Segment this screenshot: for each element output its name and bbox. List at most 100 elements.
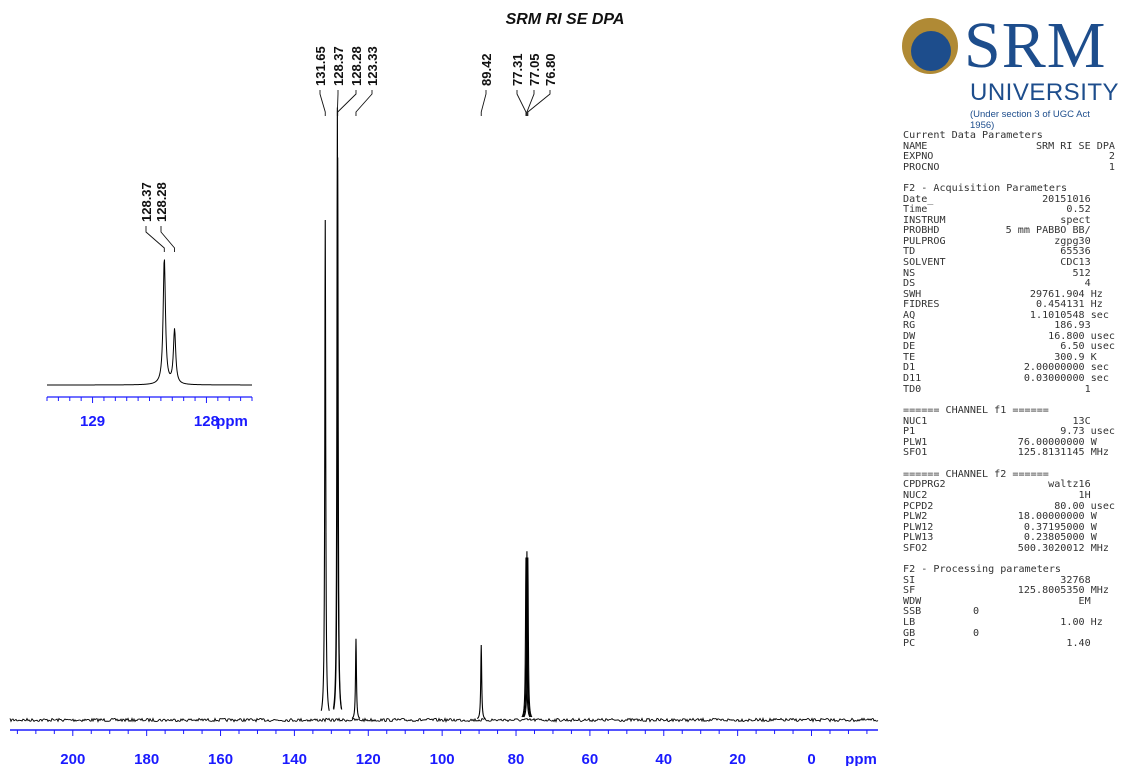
parameter-heading: ====== CHANNEL f2 ======	[903, 469, 1115, 481]
parameter-value: 2	[1108, 151, 1115, 163]
parameter-row: PCPD2 80.00 usec	[903, 500, 1115, 513]
parameter-key: PLW1	[903, 436, 928, 448]
parameter-row: SFO1 125.8131145 MHz	[903, 448, 1115, 459]
parameter-key: TD0	[903, 383, 922, 395]
parameter-row: GB 0	[903, 627, 1115, 640]
peak-leader-line	[355, 90, 373, 116]
inset-peak-leader-line	[145, 226, 165, 252]
parameter-value: 1	[1084, 383, 1115, 395]
parameter-value: 125.8005350 MHz	[1017, 585, 1115, 597]
spectrum-peak	[476, 644, 486, 720]
spectrum-peak	[522, 551, 532, 718]
parameter-value: 0.03000000 sec	[1023, 373, 1115, 385]
parameter-value: spect	[1060, 214, 1115, 226]
parameter-key: PC	[903, 638, 916, 650]
parameter-key: GB	[903, 627, 916, 639]
peak-leader-line	[527, 90, 551, 116]
parameter-key: PCPD2	[903, 500, 934, 512]
parameter-value: 65536	[1060, 246, 1115, 258]
x-tick-label: 120	[356, 751, 381, 766]
parameter-row: INSTRUM spect	[903, 214, 1115, 227]
parameter-key: AQ	[903, 309, 916, 321]
parameter-row: Time 0.52	[903, 205, 1115, 216]
peak-label: 131.65	[313, 46, 328, 86]
parameter-value: 1	[1108, 161, 1115, 173]
parameter-value: 1.40	[1066, 638, 1115, 650]
parameter-value: waltz16	[1048, 479, 1115, 491]
parameter-value: 76.00000000 W	[1017, 436, 1115, 448]
parameter-row: PLW12 0.37195000 W	[903, 521, 1115, 534]
parameter-key: Date_	[903, 193, 934, 205]
inset-tick-label: 128	[194, 413, 219, 430]
peak-leader-line	[526, 90, 535, 116]
parameter-value: 0.454131 Hz	[1035, 299, 1115, 311]
parameter-heading: F2 - Acquisition Parameters	[903, 184, 1115, 195]
parameter-row: D1 2.00000000 sec	[903, 363, 1115, 374]
parameter-value: zgpg30	[1054, 235, 1115, 247]
x-tick-label: 80	[508, 751, 525, 766]
x-tick-label: 100	[430, 751, 455, 766]
parameter-key: SSB	[903, 606, 922, 618]
parameter-key: RG	[903, 320, 916, 332]
parameter-row: PLW2 18.00000000 W	[903, 511, 1115, 523]
parameter-key: Time	[903, 204, 928, 216]
peak-label: 76.80	[543, 53, 558, 86]
peak-label: 123.33	[365, 46, 380, 86]
parameter-value: 186.93	[1054, 320, 1115, 332]
parameter-value: 0.23805000 W	[1023, 532, 1115, 544]
parameter-row: WDW EM	[903, 595, 1115, 608]
parameter-key: PLW12	[903, 521, 934, 533]
parameter-value: 500.3020012 MHz	[1017, 542, 1115, 554]
parameter-key: DE	[903, 341, 916, 353]
parameter-value: 512	[1072, 267, 1115, 279]
spectrum-title: SRM RI SE DPA	[505, 11, 625, 28]
peak-label: 128.28	[349, 46, 364, 86]
parameter-key: PULPROG	[903, 235, 946, 247]
x-tick-label: 180	[134, 751, 159, 766]
parameter-key: D1	[903, 362, 916, 374]
parameter-key: SI	[903, 574, 916, 586]
inset-spectrum-line	[47, 259, 252, 386]
parameter-key: P1	[903, 426, 916, 438]
parameter-key: FIDRES	[903, 299, 940, 311]
parameter-heading: ====== CHANNEL f1 ======	[903, 406, 1115, 417]
parameter-row: SSB 0	[903, 607, 1115, 618]
parameter-key: SOLVENT	[903, 257, 946, 269]
inset-peak-label: 128.37	[139, 182, 154, 222]
logo-note: (Under section 3 of UGC Act 1956)	[970, 109, 1090, 131]
parameter-value: 32768	[1060, 574, 1115, 586]
spectrum-peak	[320, 219, 330, 711]
parameter-key: PROCNO	[903, 161, 940, 173]
parameter-value: 1.00 Hz	[1060, 616, 1115, 628]
parameter-value: 1H	[1078, 489, 1115, 501]
parameter-row: P1 9.73 usec	[903, 427, 1115, 438]
parameter-key: SWH	[903, 288, 922, 300]
parameter-value: 5 mm PABBO BB/	[1005, 225, 1115, 237]
parameter-row: NAME SRM RI SE DPA	[903, 141, 1115, 153]
parameter-row: SI 32768	[903, 574, 1115, 587]
parameter-row: SFO2 500.3020012 MHz	[903, 542, 1115, 555]
spectrum-peak	[333, 157, 343, 710]
parameter-heading: F2 - Processing parameters	[903, 565, 1115, 576]
inset-x-axis-label: ppm	[216, 413, 248, 430]
parameter-value: 0.52	[1066, 204, 1115, 216]
parameter-row: PROBHD 5 mm PABBO BB/	[903, 226, 1115, 237]
parameter-row: TD0 1	[903, 383, 1115, 396]
parameter-key: DW	[903, 330, 916, 342]
parameter-value: 29761.904 Hz	[1029, 288, 1115, 300]
parameter-row: D11 0.03000000 sec	[903, 373, 1115, 385]
parameter-value: EM	[1078, 595, 1115, 607]
parameter-key: INSTRUM	[903, 214, 946, 226]
parameter-row: FIDRES 0.454131 Hz	[903, 300, 1115, 311]
x-tick-label: 160	[208, 751, 233, 766]
x-tick-label: 20	[729, 751, 746, 766]
parameter-key: NUC2	[903, 489, 928, 501]
parameter-row: TD 65536	[903, 247, 1115, 258]
peak-label: 77.05	[527, 53, 542, 86]
peak-leader-line	[480, 90, 487, 116]
parameter-row: DS 4	[903, 279, 1115, 290]
parameter-key: NS	[903, 267, 916, 279]
parameter-key: NUC1	[903, 415, 928, 427]
